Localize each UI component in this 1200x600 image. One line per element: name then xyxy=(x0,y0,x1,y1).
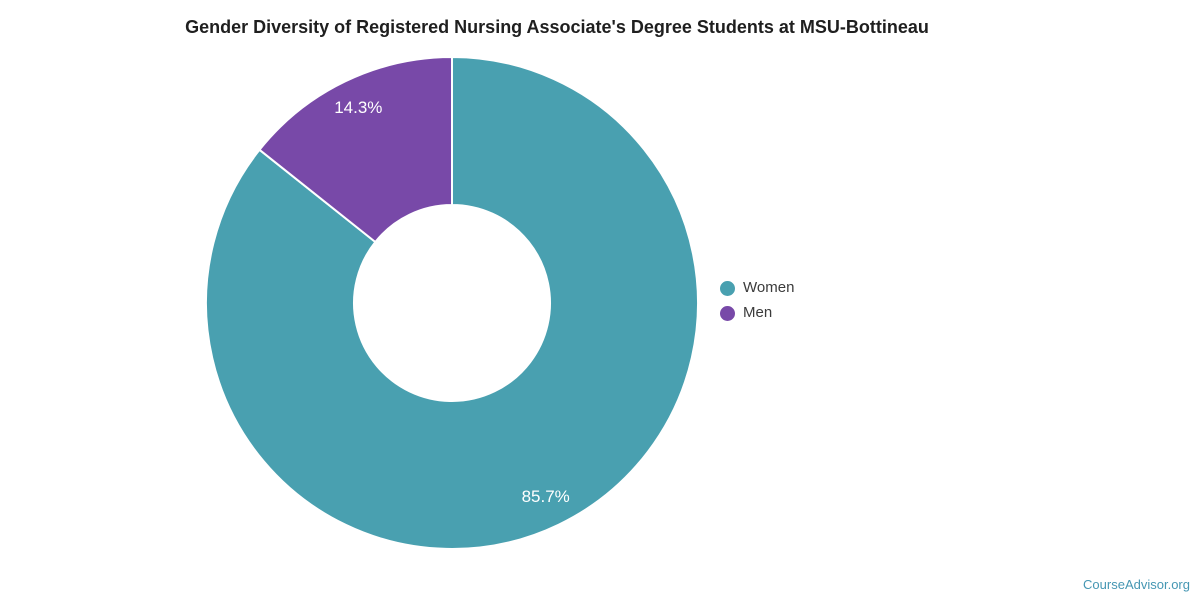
legend-item-men: Men xyxy=(720,305,794,321)
pie-slice-men xyxy=(258,56,453,243)
legend-swatch-men xyxy=(720,305,735,321)
slice-label-men: 14.3% xyxy=(334,98,382,117)
courseadvisor-link[interactable]: CourseAdvisor.org xyxy=(1083,577,1190,592)
legend: Women Men xyxy=(720,280,794,330)
legend-item-women: Women xyxy=(720,280,794,296)
pie-slice-women xyxy=(205,56,699,550)
chart-title: Gender Diversity of Registered Nursing A… xyxy=(185,17,929,37)
legend-label-men: Men xyxy=(743,304,773,321)
donut-chart: 85.7% 14.3% xyxy=(205,56,699,550)
legend-swatch-women xyxy=(720,280,735,296)
legend-label-women: Women xyxy=(743,279,795,296)
slice-label-women: 85.7% xyxy=(522,487,570,506)
